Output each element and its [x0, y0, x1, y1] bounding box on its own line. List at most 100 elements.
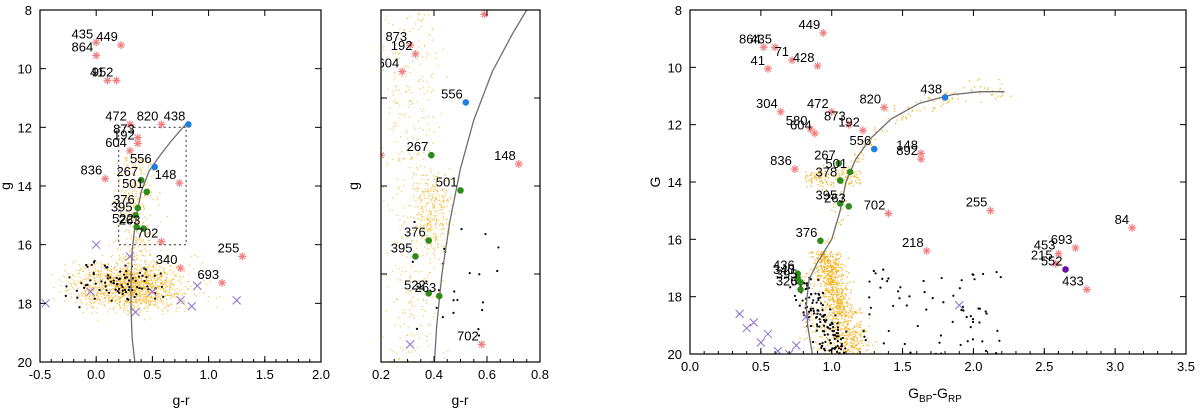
star-dot: [941, 94, 949, 101]
star-id-label: 433: [1062, 274, 1084, 289]
star-id-label: 556: [850, 133, 872, 148]
star-id-label: 438: [920, 81, 942, 96]
star-dot: [133, 223, 140, 231]
star-id-label: 435: [71, 26, 93, 41]
field-star-cloud: [51, 156, 221, 322]
y-tick-label: 12: [668, 118, 682, 133]
cross-marker: [232, 296, 242, 305]
star-id-label: 263: [824, 190, 846, 205]
star-dot: [185, 121, 192, 128]
star-id-label: 501: [825, 156, 847, 171]
star-marker: [813, 61, 822, 70]
star-id-label: 604: [790, 117, 812, 132]
star-dot: [797, 286, 804, 293]
star-marker: [218, 278, 227, 287]
cross-marker: [405, 340, 415, 349]
x-tick-label: 0.2: [372, 367, 390, 382]
star-id-label: 304: [756, 96, 778, 111]
x-tick-label: 2.5: [1035, 359, 1053, 374]
x-tick-label: 0.0: [681, 359, 699, 374]
star-id-label: 395: [391, 240, 413, 255]
x-tick-label: 1.5: [894, 359, 912, 374]
star-marker: [986, 206, 995, 215]
star-id-label: 428: [793, 50, 815, 65]
star-dot: [151, 163, 158, 171]
star-id-label: 71: [775, 44, 789, 59]
star-marker: [92, 51, 101, 60]
black-member-dots: [789, 268, 1002, 354]
x-tick-label: 0.8: [531, 367, 549, 382]
star-marker: [175, 179, 184, 188]
x-tick-label: 0.4: [425, 367, 443, 382]
star-id-label: 41: [90, 64, 104, 79]
middle-xlabel: g-r: [451, 392, 468, 408]
star-marker: [788, 56, 797, 65]
star-id-label: 436: [773, 258, 795, 273]
cross-marker: [763, 329, 773, 339]
star-id-label: 267: [407, 139, 429, 154]
star-marker: [776, 107, 785, 116]
cross-marker: [735, 309, 744, 319]
y-tick-label: 8: [675, 3, 682, 18]
y-tick-label: 16: [18, 238, 32, 253]
star-marker: [916, 155, 925, 164]
star-dot: [425, 290, 433, 297]
x-tick-label: 1.0: [823, 359, 841, 374]
star-id-label: 376: [113, 192, 135, 207]
star-marker: [133, 133, 142, 142]
star-dot: [817, 237, 824, 245]
star-id-label: 522: [404, 277, 426, 292]
cross-marker: [784, 349, 794, 354]
right-xlabel-main: G: [908, 385, 919, 401]
star-dot: [457, 187, 464, 194]
star-id-label: 873: [824, 109, 846, 124]
star-marker: [381, 151, 385, 160]
isochrone-line: [433, 10, 528, 362]
left-xlabel: g-r: [172, 392, 189, 408]
star-marker: [806, 124, 815, 133]
star-id-label: 326: [776, 274, 798, 289]
cross-marker: [742, 323, 752, 333]
cross-markers: [735, 300, 964, 354]
x-tick-label: 3.5: [1177, 359, 1195, 374]
star-dot: [132, 212, 139, 219]
star-id-label: 693: [197, 267, 219, 282]
x-tick-label: -0.5: [29, 367, 51, 382]
middle-frame: [380, 9, 541, 363]
star-marker: [157, 237, 166, 246]
star-marker: [1128, 223, 1137, 232]
star-dot: [428, 151, 435, 159]
star-id-label: 376: [796, 225, 818, 240]
star-marker: [238, 252, 247, 261]
right-ylabel: G: [647, 177, 663, 188]
star-id-label: 873: [385, 29, 407, 44]
x-tick-label: 2.0: [312, 367, 330, 382]
y-tick-label: 20: [18, 355, 32, 370]
right-axes: 0.0 0.5 1.0 1.5 2.0 2.5 3.0 3.5 8 10 12 14 16 18 20: [668, 3, 1196, 374]
star-id-label: 472: [105, 108, 127, 123]
star-dot: [797, 279, 804, 286]
star-id-label: 395: [111, 199, 133, 214]
star-id-label: 438: [164, 108, 186, 123]
star-id-label: 435: [750, 31, 772, 46]
star-dot: [137, 176, 145, 184]
star-id-label: 255: [218, 240, 240, 255]
right-xlabel-sub1: BP: [919, 394, 933, 405]
star-id-label: 892: [896, 143, 918, 158]
star-id-label: 702: [137, 226, 159, 241]
star-marker: [771, 43, 780, 52]
star-marker: [884, 209, 893, 218]
star-marker: [398, 67, 407, 76]
x-tick-label: 2.0: [964, 359, 982, 374]
star-dot: [134, 204, 142, 212]
star-id-label: 836: [80, 163, 102, 178]
star-dot: [462, 99, 470, 106]
star-dot: [425, 237, 433, 244]
star-marker: [133, 139, 142, 148]
right-xlabel-mid: -G: [932, 385, 948, 401]
star-id-label: 702: [864, 198, 886, 213]
star-id-label: 84: [1115, 212, 1129, 227]
